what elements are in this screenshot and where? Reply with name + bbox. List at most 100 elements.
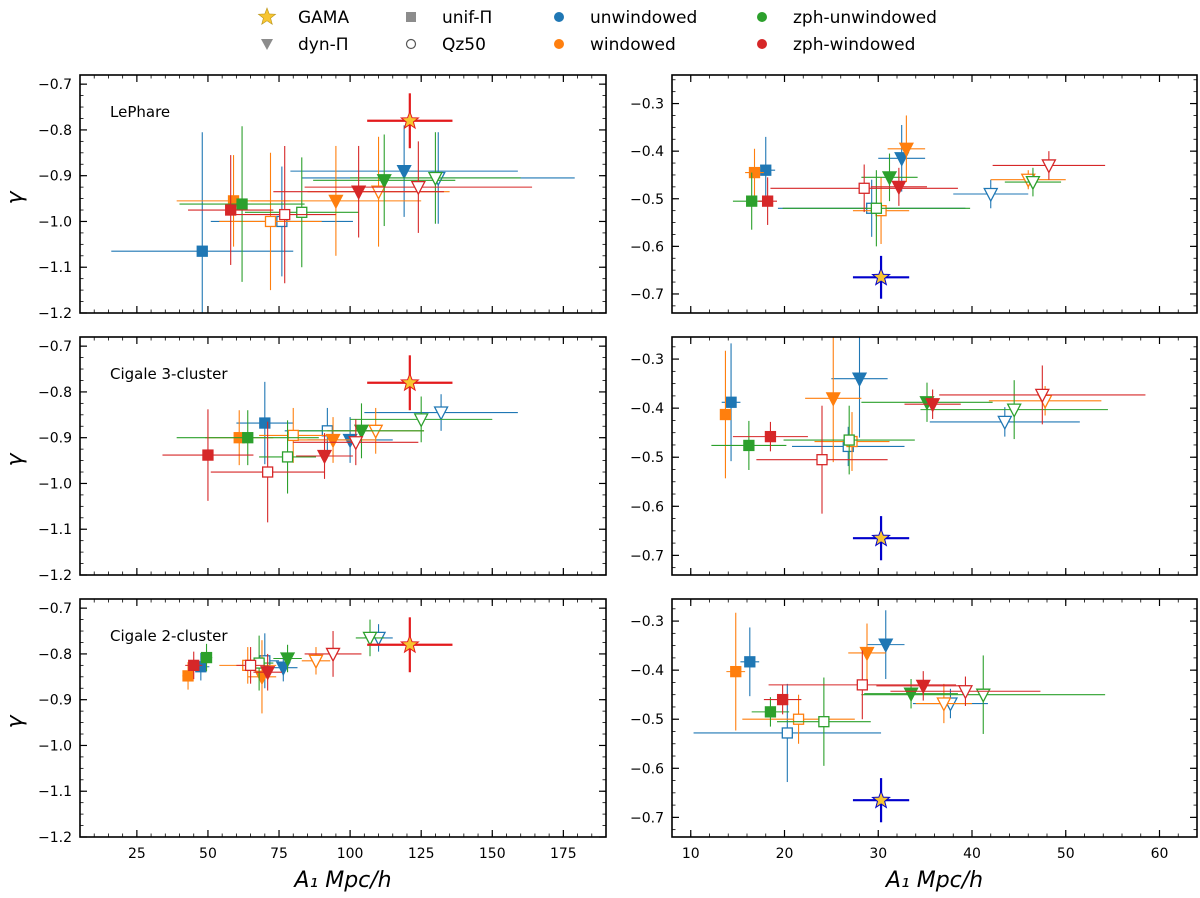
y-tick-label: −0.7 <box>630 287 664 303</box>
x-tick-label: 60 <box>1151 846 1169 862</box>
data-point-triangle <box>376 174 392 189</box>
x-axis-label: A₁ Mpc/h <box>884 868 983 893</box>
y-tick-label: −0.4 <box>630 663 664 679</box>
y-tick-label: −0.4 <box>630 144 664 160</box>
data-layer <box>732 115 1106 299</box>
data-point-triangle <box>275 661 291 677</box>
x-tick-label: 125 <box>408 846 435 862</box>
y-tick-label: −0.5 <box>630 450 664 466</box>
data-point-square <box>730 665 742 678</box>
chart-panel-4: −1.2 −1.1 −1.0 −0.9 −0.8 −0.7 25 50 75 100 125 150 1… <box>3 598 607 893</box>
data-point-square <box>764 706 777 718</box>
data-point-triangle <box>957 685 974 700</box>
data-point-triangle <box>894 152 910 167</box>
legend-label: zph-unwindowed <box>793 8 937 28</box>
y-tick-label: −0.3 <box>630 614 664 630</box>
x-tick-label: 40 <box>963 846 981 862</box>
y-tick-label: −1.0 <box>38 214 72 230</box>
data-point-triangle <box>427 171 443 187</box>
data-point-square <box>296 206 308 218</box>
y-tick-label: −0.7 <box>38 601 72 617</box>
data-point-square <box>236 198 248 210</box>
data-point-triangle <box>891 180 907 196</box>
y-tick-label: −0.4 <box>630 401 664 417</box>
chart-panel-5: −0.7 −0.6 −0.5 −0.4 −0.3 10 20 30 40 50 60 A₁ Mpc/h <box>630 598 1198 893</box>
legend-item: zph-windowed <box>757 35 915 55</box>
data-point-triangle <box>316 449 333 465</box>
plot-frame <box>79 336 607 576</box>
data-point-square <box>764 430 777 443</box>
legend-circle-icon <box>554 39 564 49</box>
y-tick-label: −1.2 <box>38 306 72 322</box>
data-point-square <box>843 434 855 446</box>
data-point-square <box>225 204 237 216</box>
data-point-square <box>856 679 868 691</box>
y-tick-label: −0.8 <box>38 123 72 139</box>
gama-star-marker <box>871 789 891 809</box>
data-point-triangle <box>1006 403 1022 419</box>
legend: GAMA dyn-Π unif-Π Qz50 unwindowed windowed zph… <box>257 7 937 55</box>
y-tick-label: −0.8 <box>38 647 72 663</box>
gama-star-marker <box>399 372 420 392</box>
legend-item: Qz50 <box>405 35 486 55</box>
y-tick-label: −0.3 <box>630 352 664 368</box>
data-point-triangle <box>925 398 941 413</box>
x-tick-label: 10 <box>682 846 700 862</box>
data-point-triangle <box>859 646 875 662</box>
data-layer <box>162 355 518 523</box>
y-tick-label: −0.6 <box>630 499 664 515</box>
legend-triangle-icon <box>261 39 273 50</box>
legend-item: windowed <box>554 35 676 55</box>
legend-item: zph-unwindowed <box>757 8 937 28</box>
data-point-square <box>743 439 755 452</box>
y-tick-label: −1.2 <box>38 568 72 584</box>
panel-title: Cigale 2-cluster <box>110 627 228 645</box>
x-tick-label: 175 <box>550 846 577 862</box>
y-tick-label: −1.0 <box>38 476 72 492</box>
legend-label: Qz50 <box>442 35 486 55</box>
gama-star-marker <box>871 266 891 286</box>
data-point-square <box>202 449 214 461</box>
data-point-square <box>259 417 271 429</box>
y-tick-label: −0.7 <box>630 548 664 564</box>
y-tick-label: −1.1 <box>38 260 72 276</box>
x-axis-label: A₁ Mpc/h <box>292 868 391 893</box>
data-point-square <box>264 215 277 228</box>
chart-panels: −1.2 −1.1 −1.0 −0.9 −0.8 −0.7 LePhare γ −0.7 −0.6… <box>3 74 1198 893</box>
data-point-triangle <box>851 372 868 388</box>
plot-frame <box>671 336 1198 576</box>
gama-star-marker <box>871 527 891 547</box>
data-point-triangle <box>1025 175 1041 191</box>
chart-panel-1: −0.7 −0.6 −0.5 −0.4 −0.3 <box>630 74 1198 314</box>
chart-panel-0: −1.2 −1.1 −1.0 −0.9 −0.8 −0.7 LePhare γ <box>3 74 607 322</box>
legend-circle-icon <box>554 12 564 22</box>
data-point-square <box>188 659 200 672</box>
data-point-square <box>760 164 772 176</box>
data-point-square <box>196 245 208 257</box>
y-tick-label: −0.7 <box>38 339 72 355</box>
y-tick-label: −0.7 <box>630 810 664 826</box>
data-point-triangle <box>279 652 296 667</box>
data-point-triangle <box>368 424 384 440</box>
data-point-triangle <box>881 171 898 186</box>
data-point-triangle <box>260 666 276 681</box>
legend-label: windowed <box>590 35 676 55</box>
data-point-square <box>781 727 793 739</box>
x-tick-label: 100 <box>337 846 364 862</box>
data-point-square <box>746 195 758 207</box>
data-point-triangle <box>936 697 952 712</box>
data-point-square <box>744 656 756 668</box>
data-point-square <box>244 659 257 672</box>
data-point-triangle <box>351 185 367 201</box>
data-point-triangle <box>308 654 324 670</box>
data-point-square <box>870 202 883 214</box>
data-layer <box>693 610 1106 823</box>
data-point-square <box>776 693 789 706</box>
data-point-triangle <box>997 415 1013 431</box>
plot-frame <box>79 598 607 838</box>
legend-star-icon <box>257 7 277 25</box>
data-layer <box>111 93 575 313</box>
y-tick-label: −0.5 <box>630 712 664 728</box>
y-axis-label: γ <box>3 453 28 467</box>
data-point-square <box>858 182 870 194</box>
